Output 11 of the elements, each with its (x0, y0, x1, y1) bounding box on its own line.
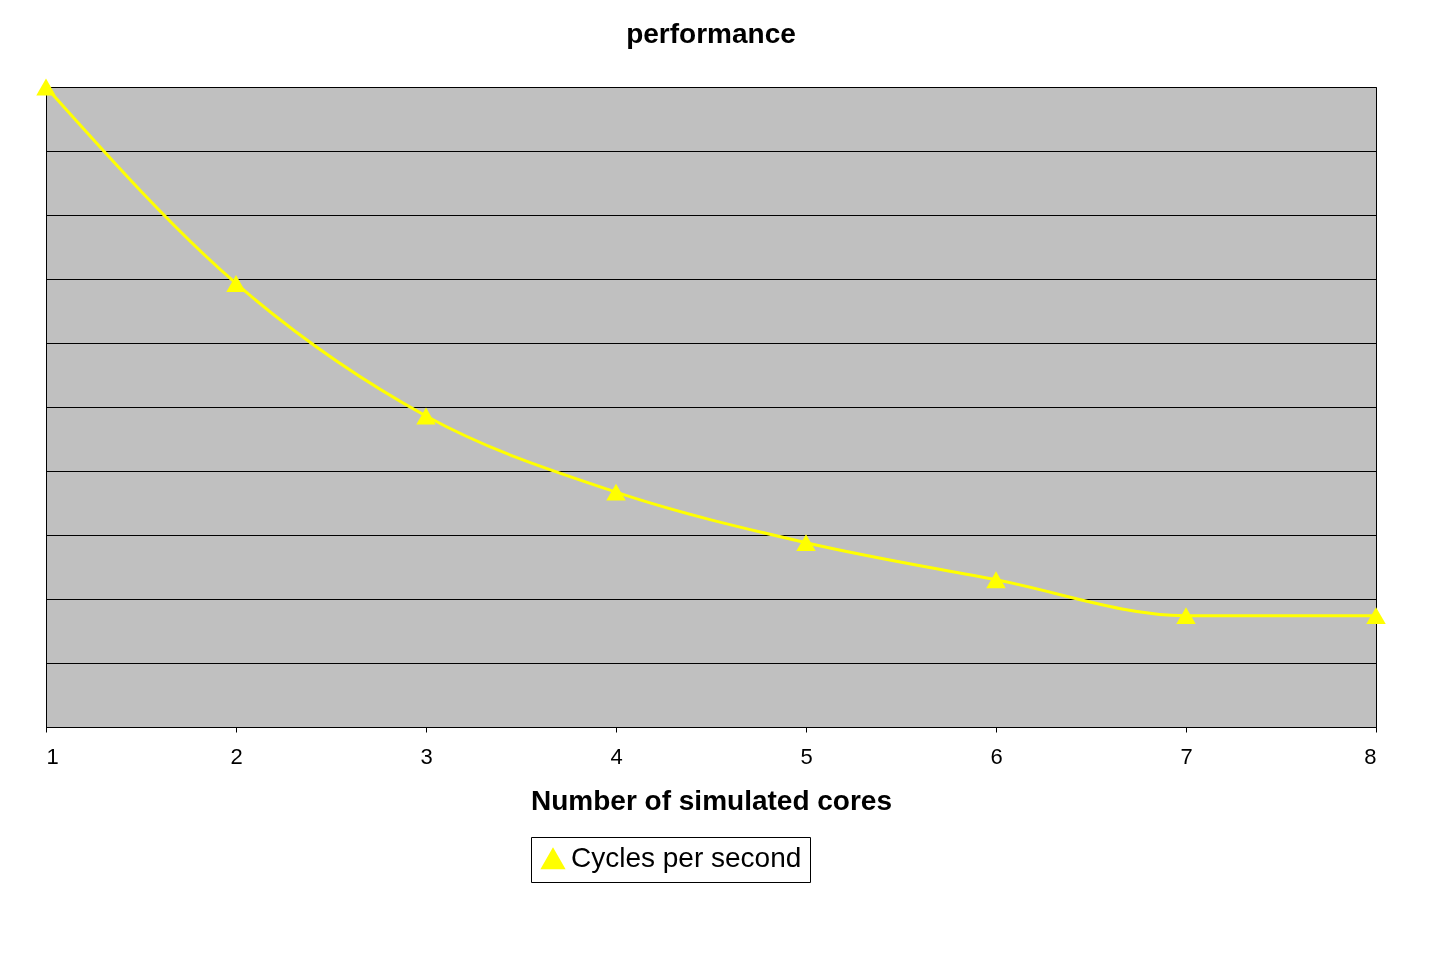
x-tick-label: 2 (230, 743, 243, 769)
x-tick-label: 5 (800, 743, 813, 769)
x-tick-label: 7 (1180, 743, 1193, 769)
x-tick-label: 3 (420, 743, 433, 769)
x-tick-label: 1 (46, 743, 59, 769)
x-axis-title: Number of simulated cores (531, 784, 892, 816)
legend-label: Cycles per second (571, 842, 802, 873)
x-tick-label: 4 (610, 743, 623, 769)
x-tick-label: 6 (990, 743, 1003, 769)
x-tick-label: 8 (1364, 743, 1377, 769)
chart-title: performance (626, 17, 796, 49)
